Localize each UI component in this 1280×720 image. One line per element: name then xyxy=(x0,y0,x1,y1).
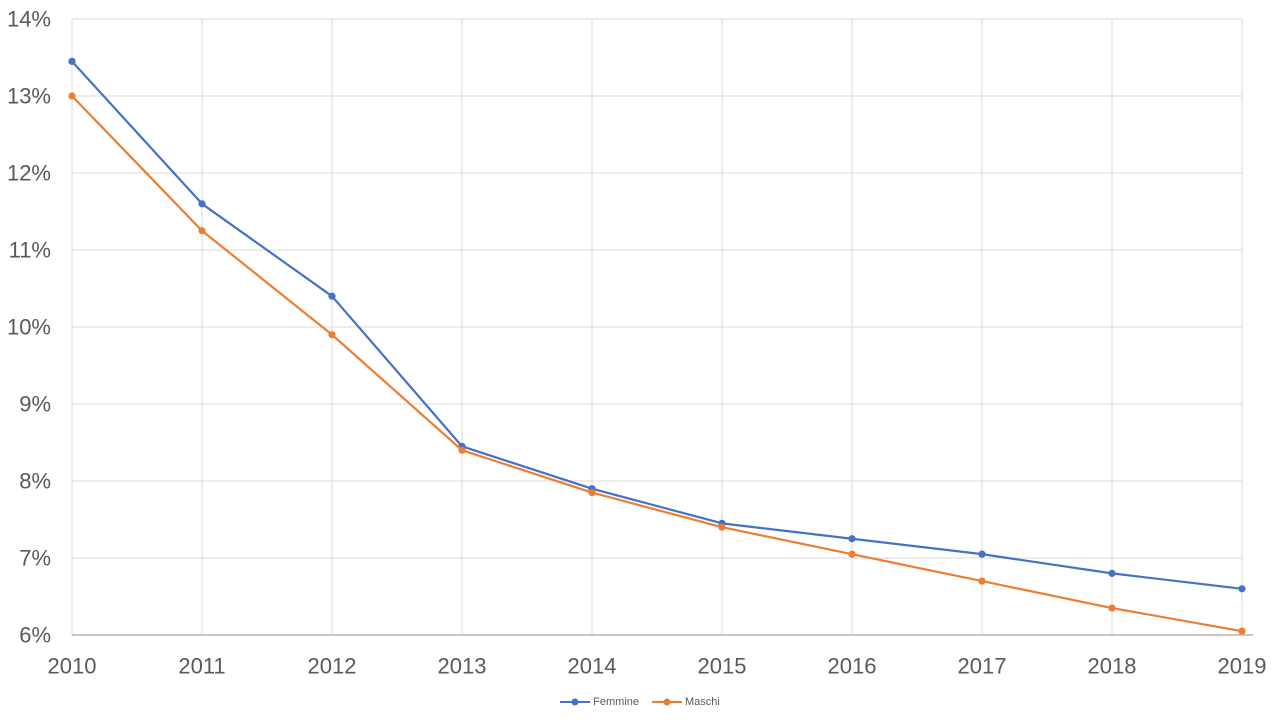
data-point-femmine-2017 xyxy=(978,550,986,558)
y-axis-tick-label: 14% xyxy=(7,7,51,32)
data-point-femmine-2011 xyxy=(198,200,206,208)
data-point-maschi-2014 xyxy=(588,488,596,497)
x-axis-tick-label: 2012 xyxy=(308,654,357,679)
y-axis-tick-label: 9% xyxy=(19,392,51,417)
legend-dot xyxy=(663,698,671,706)
data-point-femmine-2010 xyxy=(68,57,76,65)
x-axis-tick-label: 2017 xyxy=(958,654,1007,679)
x-axis-tick-label: 2016 xyxy=(828,654,877,679)
x-axis-tick-label: 2014 xyxy=(568,654,617,679)
legend-label-femmine: Femmine xyxy=(593,695,639,708)
legend-dot xyxy=(571,698,579,706)
data-point-maschi-2019 xyxy=(1238,627,1246,635)
x-axis-tick-label: 2013 xyxy=(438,654,487,679)
y-axis-tick-label: 12% xyxy=(7,161,51,186)
data-point-maschi-2010 xyxy=(68,92,76,100)
data-point-maschi-2016 xyxy=(848,550,856,558)
legend-item-femmine: Femmine xyxy=(560,695,639,708)
y-axis-tick-label: 7% xyxy=(19,546,51,571)
data-point-maschi-2011 xyxy=(198,227,206,235)
legend-item-maschi: Maschi xyxy=(652,695,720,708)
data-point-femmine-2016 xyxy=(848,535,856,543)
data-point-maschi-2015 xyxy=(718,523,726,531)
x-axis-tick-label: 2019 xyxy=(1218,654,1267,679)
data-point-maschi-2013 xyxy=(458,446,466,454)
series-line-maschi xyxy=(70,94,1244,633)
x-axis-tick-label: 2018 xyxy=(1088,654,1137,679)
y-axis-tick-label: 13% xyxy=(7,84,51,109)
y-axis-tick-label: 10% xyxy=(7,315,51,340)
legend-line-marker-icon xyxy=(652,698,682,706)
y-axis-tick-label: 6% xyxy=(19,623,51,648)
series-line-femmine xyxy=(70,60,1244,590)
x-axis-tick-label: 2015 xyxy=(698,654,747,679)
data-point-femmine-2018 xyxy=(1108,569,1116,578)
data-point-femmine-2012 xyxy=(328,292,336,300)
data-point-maschi-2012 xyxy=(328,331,336,339)
data-point-maschi-2018 xyxy=(1108,604,1116,612)
x-axis-tick-label: 2011 xyxy=(178,654,225,679)
legend-line-marker-icon xyxy=(560,698,591,706)
legend-label-maschi: Maschi xyxy=(685,695,720,708)
legend: Femmine Maschi xyxy=(0,694,1280,710)
y-axis-tick-label: 8% xyxy=(19,469,51,494)
y-axis-tick-label: 11% xyxy=(9,238,51,263)
data-point-femmine-2019 xyxy=(1238,585,1246,593)
data-point-maschi-2017 xyxy=(978,577,986,585)
x-axis-tick-label: 2010 xyxy=(48,654,97,679)
